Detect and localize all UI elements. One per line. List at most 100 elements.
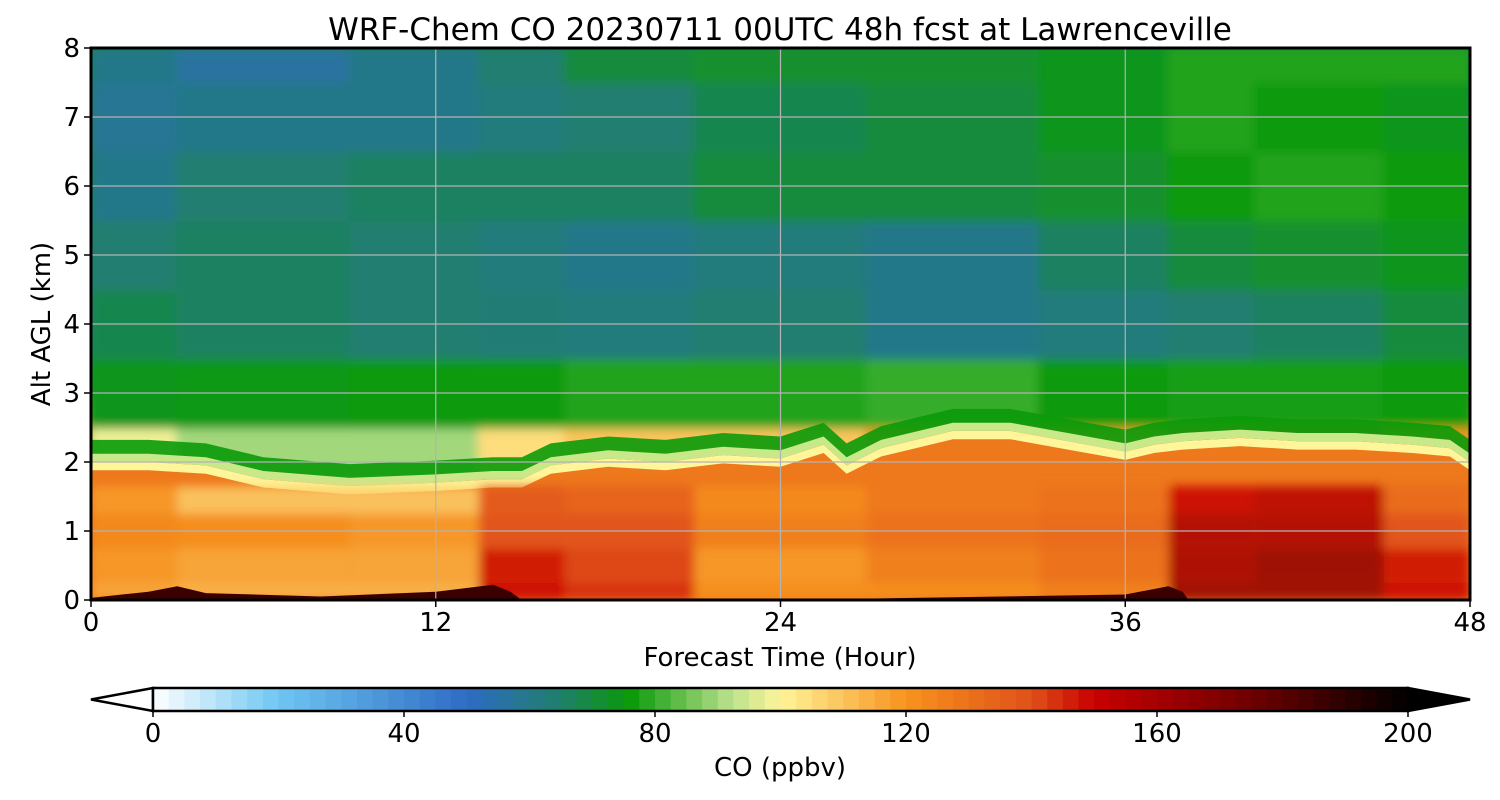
colorbar-segment bbox=[1062, 688, 1080, 711]
mixed-layer-patch bbox=[1039, 548, 1169, 583]
y-tick-label: 7 bbox=[63, 103, 80, 133]
colorbar-segment bbox=[733, 688, 750, 711]
colorbar-tick-label: 160 bbox=[1132, 719, 1182, 749]
colorbar-extend-low bbox=[90, 686, 155, 713]
colorbar-segment bbox=[843, 688, 860, 711]
colorbar-segment bbox=[655, 688, 672, 711]
colorbar-ticks: 0 40 80 120 160 200 bbox=[145, 711, 1433, 749]
y-axis-label: Alt AGL (km) bbox=[27, 242, 57, 406]
colorbar-segment bbox=[984, 688, 1001, 711]
colorbar-segment bbox=[1345, 688, 1362, 711]
colorbar-segment bbox=[1047, 688, 1064, 711]
colorbar-segment bbox=[466, 688, 484, 711]
colorbar-segment bbox=[764, 688, 782, 711]
colorbar-segment bbox=[435, 688, 452, 711]
mixed-layer-patch bbox=[1254, 582, 1384, 600]
heatmap-cell bbox=[1038, 48, 1170, 84]
colorbar-segment bbox=[1282, 688, 1299, 711]
colorbar-segment bbox=[325, 688, 342, 711]
colorbar-segment bbox=[513, 688, 531, 711]
y-tick-label: 1 bbox=[63, 517, 80, 547]
colorbar-tick-label: 200 bbox=[1383, 719, 1433, 749]
colorbar-segment bbox=[749, 688, 766, 711]
colorbar-segment bbox=[592, 688, 609, 711]
colorbar-segment bbox=[623, 688, 640, 711]
colorbar-segment bbox=[529, 688, 546, 711]
colorbar-segment bbox=[1298, 688, 1315, 711]
grid-lines bbox=[91, 48, 1470, 600]
mixed-layer-patch bbox=[565, 582, 695, 600]
colorbar-segment bbox=[1392, 688, 1409, 711]
colorbar-segment bbox=[1109, 688, 1127, 711]
mixed-layer-patch bbox=[91, 486, 178, 514]
colorbar-segment bbox=[388, 688, 405, 711]
x-tick-label: 0 bbox=[83, 608, 100, 638]
mixed-layer-patch bbox=[565, 548, 695, 583]
mixed-layer-patch bbox=[1168, 486, 1255, 514]
colorbar-segment bbox=[702, 688, 719, 711]
colorbar-tick-label: 120 bbox=[881, 719, 931, 749]
colorbar-segment bbox=[780, 688, 797, 711]
colorbar-segment bbox=[1000, 688, 1017, 711]
heatmap-cell bbox=[477, 48, 567, 84]
colorbar-segments bbox=[153, 688, 1409, 711]
colorbar-segment bbox=[968, 688, 986, 711]
colorbar-tick-label: 80 bbox=[638, 719, 671, 749]
colorbar-segment bbox=[419, 688, 436, 711]
colorbar-segment bbox=[921, 688, 938, 711]
colorbar-segment bbox=[937, 688, 954, 711]
y-axis-ticks: 0 1 2 3 4 5 6 7 8 bbox=[63, 34, 91, 616]
x-tick-label: 36 bbox=[1109, 608, 1142, 638]
mixed-layer-patch bbox=[177, 486, 350, 514]
y-tick-label: 3 bbox=[63, 379, 80, 409]
mixed-layer-patch bbox=[565, 486, 695, 514]
heatmap-cell bbox=[1253, 48, 1385, 84]
y-tick-label: 4 bbox=[63, 310, 80, 340]
colorbar-segment bbox=[184, 688, 201, 711]
colorbar-segment bbox=[451, 688, 468, 711]
colorbar-segment bbox=[404, 688, 421, 711]
mixed-layer-patch bbox=[866, 548, 1040, 583]
colorbar-segment bbox=[294, 688, 311, 711]
heatmap-cell bbox=[176, 48, 351, 84]
mixed-layer-patch bbox=[91, 548, 178, 583]
mixed-layer-patch bbox=[1383, 582, 1470, 600]
colorbar-segment bbox=[231, 688, 248, 711]
plot-area bbox=[91, 48, 1470, 600]
mixed-layer-patch bbox=[478, 486, 566, 514]
colorbar-label: CO (ppbv) bbox=[714, 753, 846, 783]
colorbar-segment bbox=[1266, 688, 1284, 711]
y-tick-label: 5 bbox=[63, 241, 80, 271]
colorbar-segment bbox=[1015, 688, 1033, 711]
colorbar-segment bbox=[341, 688, 358, 711]
colorbar-segment bbox=[858, 688, 876, 711]
heatmap-cell bbox=[348, 48, 480, 84]
mixed-layer-patch bbox=[1383, 486, 1470, 514]
colorbar-segment bbox=[498, 688, 515, 711]
heatmap-cell bbox=[564, 48, 696, 84]
colorbar-segment bbox=[1313, 688, 1331, 711]
colorbar-segment bbox=[356, 688, 374, 711]
colorbar-segment bbox=[890, 688, 907, 711]
colorbar-segment bbox=[545, 688, 562, 711]
colorbar-segment bbox=[247, 688, 264, 711]
colorbar-segment bbox=[482, 688, 499, 711]
colorbar-segment bbox=[1204, 688, 1221, 711]
mixed-layer-patch bbox=[349, 548, 479, 583]
chart-title: WRF-Chem CO 20230711 00UTC 48h fcst at L… bbox=[328, 12, 1232, 48]
colorbar-segment bbox=[1031, 688, 1048, 711]
colorbar-segment bbox=[1141, 688, 1158, 711]
colorbar-segment bbox=[215, 688, 233, 711]
colorbar-tick-label: 40 bbox=[387, 719, 420, 749]
colorbar-segment bbox=[1172, 688, 1189, 711]
y-tick-label: 0 bbox=[63, 586, 80, 616]
colorbar-segment bbox=[576, 688, 593, 711]
colorbar-segment bbox=[953, 688, 970, 711]
heatmap-cell bbox=[91, 48, 179, 84]
colorbar-segment bbox=[1329, 688, 1346, 711]
x-tick-label: 12 bbox=[419, 608, 452, 638]
mixed-layer-patch bbox=[349, 486, 479, 514]
colorbar-segment bbox=[1376, 688, 1393, 711]
colorbar-segment bbox=[811, 688, 829, 711]
colorbar-segment bbox=[1094, 688, 1111, 711]
